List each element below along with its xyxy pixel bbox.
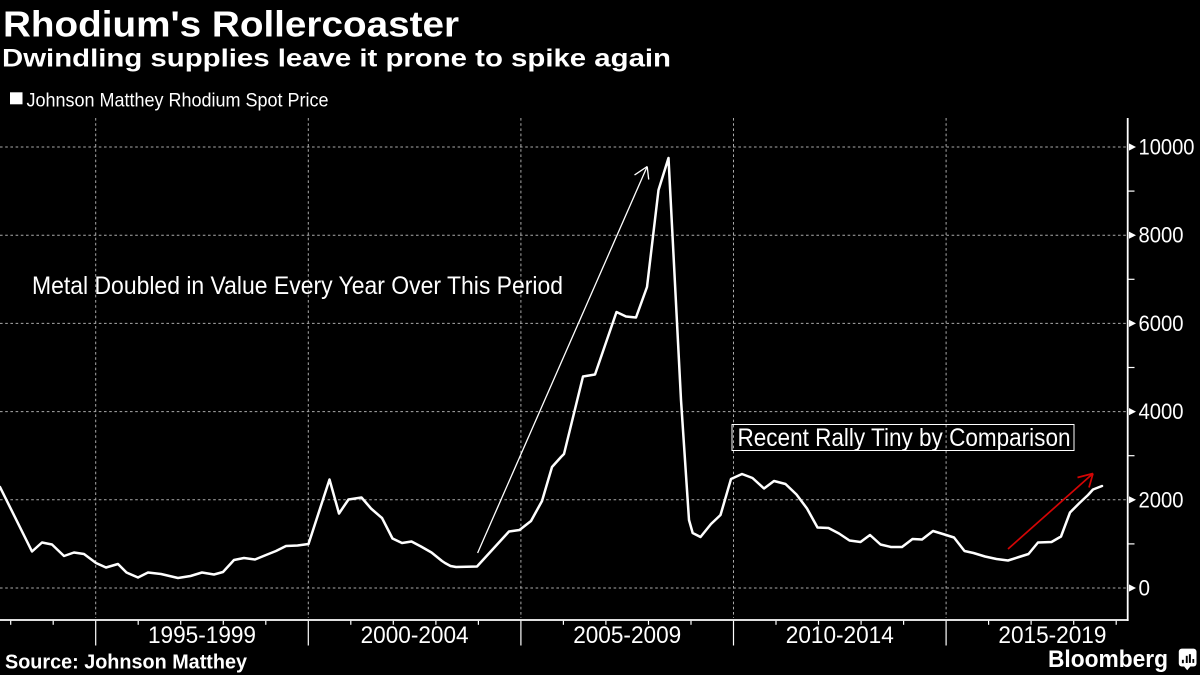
svg-text:Source: Johnson Matthey: Source: Johnson Matthey: [5, 652, 248, 674]
svg-text:Rhodium's Rollercoaster: Rhodium's Rollercoaster: [3, 4, 459, 45]
svg-text:10000: 10000: [1139, 135, 1195, 160]
svg-text:2000: 2000: [1139, 487, 1184, 512]
svg-text:2015-2019: 2015-2019: [998, 622, 1106, 649]
svg-text:4000: 4000: [1139, 399, 1184, 424]
svg-text:Metal Doubled in Value Every Y: Metal Doubled in Value Every Year Over T…: [32, 272, 563, 300]
svg-text:Bloomberg: Bloomberg: [1048, 646, 1168, 673]
svg-text:Dwindling supplies leave it pr: Dwindling supplies leave it prone to spi…: [2, 45, 671, 73]
svg-text:6000: 6000: [1139, 311, 1184, 336]
svg-text:2000-2004: 2000-2004: [361, 622, 469, 649]
svg-text:0: 0: [1139, 576, 1151, 601]
svg-text:8000: 8000: [1139, 223, 1184, 248]
svg-text:Recent Rally Tiny by Compariso: Recent Rally Tiny by Comparison: [738, 424, 1071, 452]
svg-text:1995-1999: 1995-1999: [148, 622, 256, 649]
svg-text:Johnson Matthey Rhodium Spot P: Johnson Matthey Rhodium Spot Price: [27, 91, 329, 112]
svg-text:2005-2009: 2005-2009: [573, 622, 681, 649]
svg-text:2010-2014: 2010-2014: [786, 622, 894, 649]
